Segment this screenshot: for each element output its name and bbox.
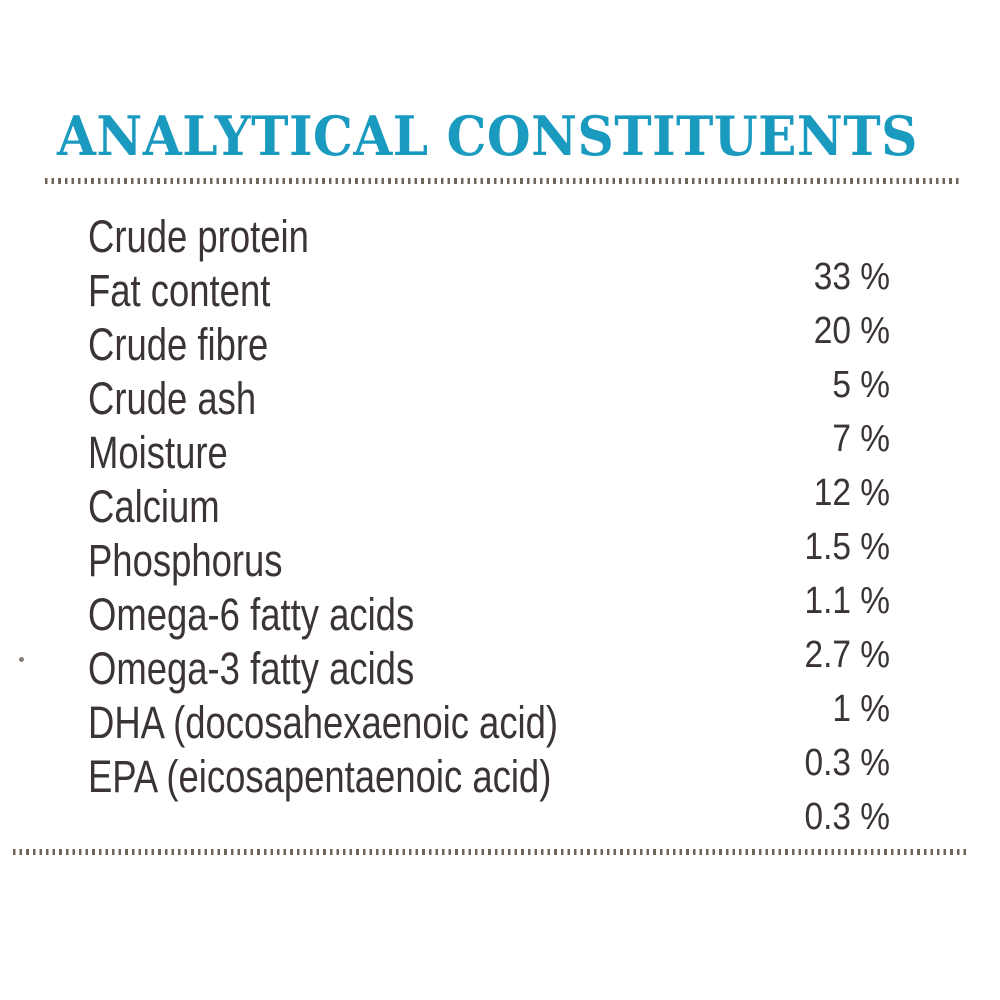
row-label: Moisture: [88, 427, 228, 478]
row-value: 5 %: [832, 364, 890, 406]
row-label: EPA (eicosapentaenoic acid): [88, 751, 552, 802]
row-value: 1 %: [832, 688, 890, 730]
row-label: Omega-3 fatty acids: [88, 643, 415, 694]
row-label: Omega-6 fatty acids: [88, 589, 415, 640]
stray-dot: [19, 657, 24, 662]
row-label: Crude fibre: [88, 319, 269, 370]
row-value: 20 %: [813, 310, 890, 352]
row-value: 1.5 %: [804, 526, 890, 568]
row-value: 2.7 %: [804, 634, 890, 676]
row-value: 0.3 %: [804, 742, 890, 784]
values-column: 33 % 20 % 5 % 7 % 12 % 1.5 % 1.1 % 2.7 % 1 % 0.3 …: [608, 250, 890, 844]
row-value: 7 %: [832, 418, 890, 460]
divider-top: [45, 178, 960, 184]
row-value: 0.3 %: [804, 796, 890, 838]
row-label: Phosphorus: [88, 535, 283, 586]
row-label: DHA (docosahexaenoic acid): [88, 697, 559, 748]
row-label: Crude protein: [88, 211, 309, 262]
row-value: 1.1 %: [804, 580, 890, 622]
labels-column: Crude protein Fat content Crude fibre Crude…: [88, 210, 558, 804]
page-title: ANALYTICAL CONSTITUENTS: [57, 104, 918, 168]
row-label: Fat content: [88, 265, 271, 316]
row-label: Crude ash: [88, 373, 257, 424]
row-label: Calcium: [88, 481, 220, 532]
divider-bottom: [13, 849, 966, 855]
row-value: 12 %: [813, 472, 890, 514]
row-value: 33 %: [813, 256, 890, 298]
